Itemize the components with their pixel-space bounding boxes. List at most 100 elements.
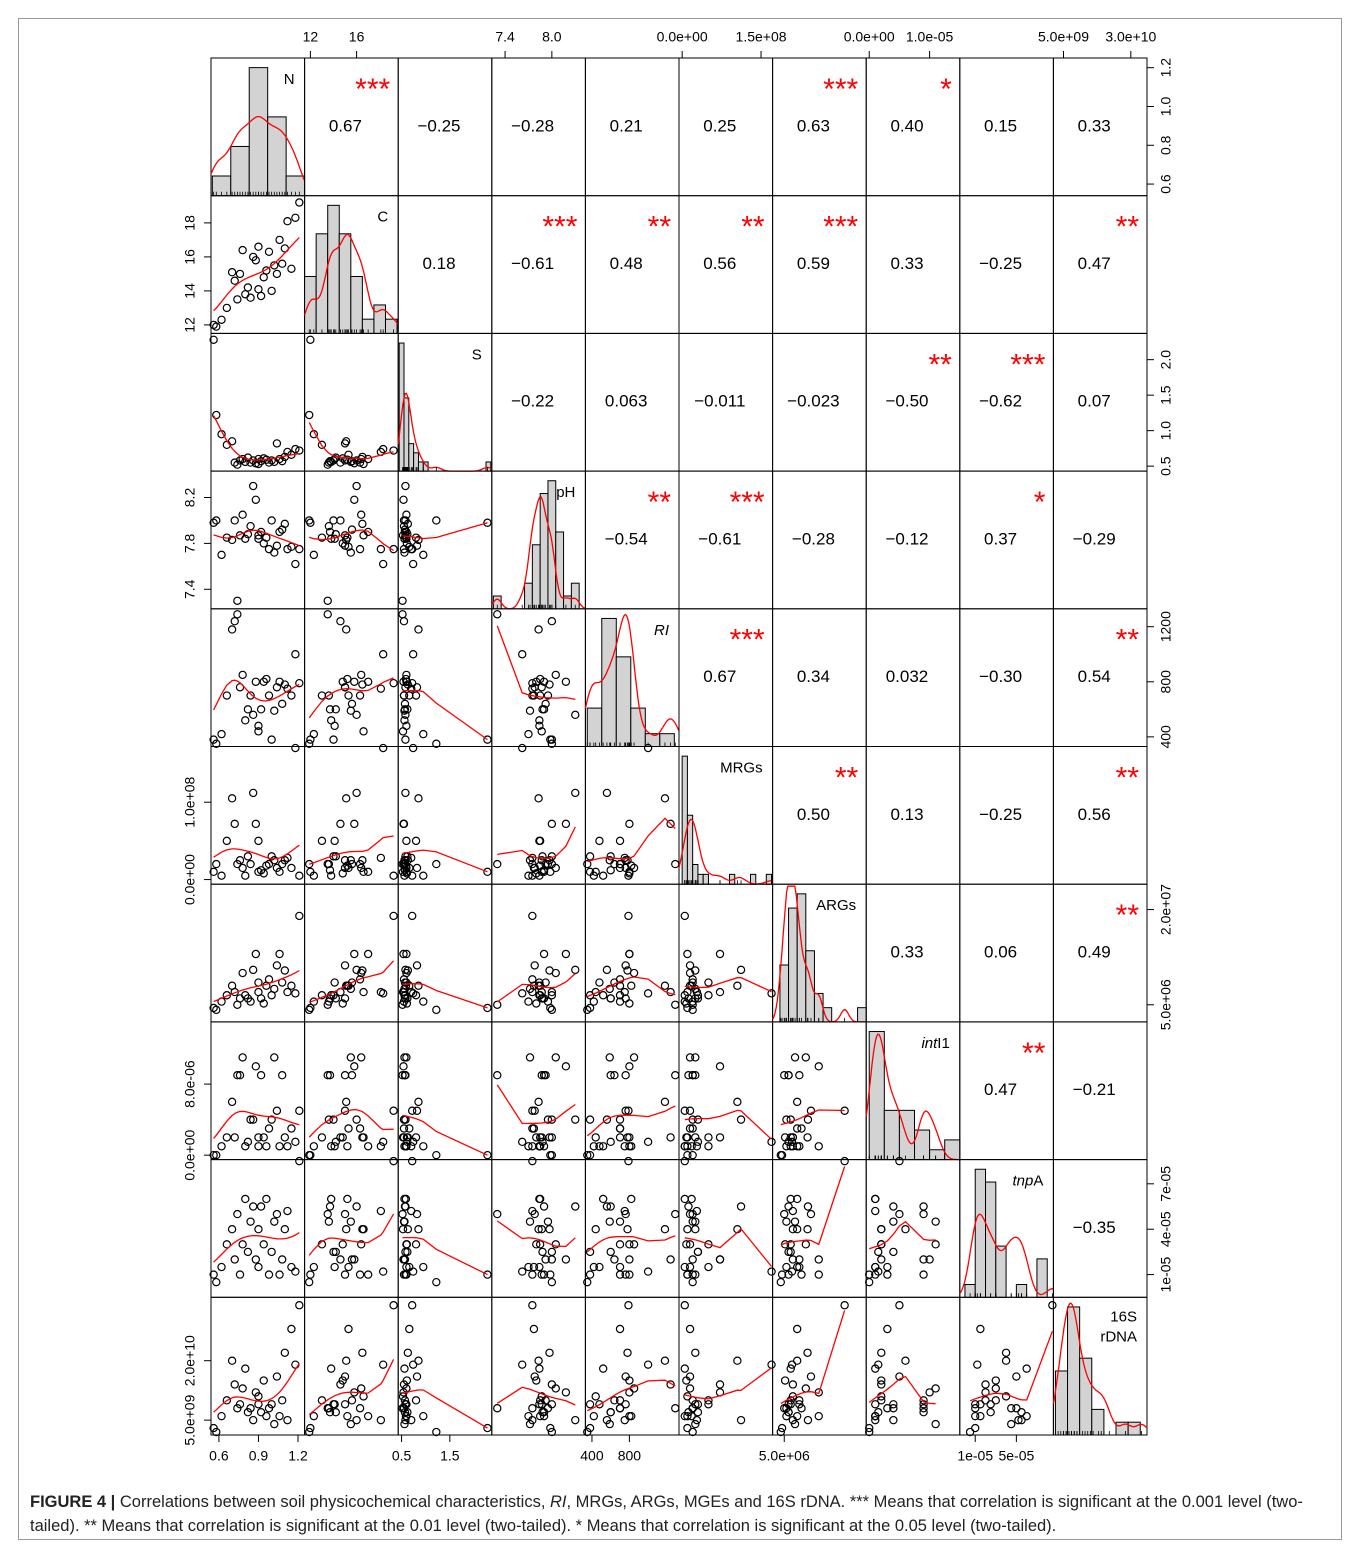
point [358, 680, 367, 689]
point [402, 1270, 411, 1279]
significance-stars: * [1034, 486, 1046, 519]
point [623, 1225, 632, 1234]
point [246, 1404, 255, 1413]
point [357, 670, 366, 680]
point [399, 1062, 408, 1071]
point [407, 871, 417, 880]
point [901, 1356, 910, 1365]
correlation-value: 0.33 [1078, 116, 1111, 135]
point [780, 1376, 790, 1385]
point [543, 859, 553, 869]
point [591, 1225, 600, 1234]
point [283, 1142, 292, 1151]
point [358, 1225, 367, 1234]
y-tick-label: 8.0e-06 [182, 1060, 198, 1108]
point [251, 1255, 261, 1264]
point [277, 1255, 287, 1264]
point [352, 1202, 361, 1211]
point [212, 739, 221, 748]
point [291, 1267, 300, 1276]
point [931, 1240, 940, 1249]
point [483, 1003, 492, 1013]
point [324, 1217, 334, 1226]
y-tick-label: 1e-05 [1158, 1256, 1174, 1292]
point [991, 1396, 1001, 1405]
point [287, 691, 296, 700]
point [660, 1097, 670, 1107]
point [528, 911, 537, 921]
point [624, 1156, 633, 1166]
point [629, 1240, 639, 1249]
point [541, 978, 550, 987]
point [623, 856, 632, 865]
x-tick-label: 0.0e+00 [844, 29, 895, 45]
point [538, 852, 547, 861]
y-tick-label: 4e-05 [1158, 1211, 1174, 1247]
point [238, 670, 247, 680]
significance-stars: ** [1022, 1037, 1046, 1070]
point [359, 727, 368, 736]
point [545, 680, 554, 689]
significance-stars: ** [648, 486, 672, 519]
point [287, 264, 296, 273]
point [931, 1217, 940, 1226]
point [352, 965, 361, 975]
point [399, 1404, 409, 1413]
point [399, 495, 408, 504]
correlation-value: −0.62 [979, 392, 1022, 411]
point [803, 1348, 812, 1357]
point [543, 691, 553, 700]
point [546, 867, 555, 877]
point [399, 949, 408, 959]
point [277, 259, 287, 268]
variable-label-part: C [377, 209, 388, 226]
point [241, 1142, 250, 1151]
smooth-line [684, 976, 772, 993]
point [272, 961, 282, 970]
point [561, 1388, 571, 1397]
point [400, 1396, 410, 1405]
correlation-value: −0.28 [511, 116, 554, 135]
significance-stars: * [940, 73, 952, 106]
caption-text: RI [550, 1493, 567, 1511]
point [524, 997, 533, 1006]
point [324, 521, 334, 531]
hist-bar [702, 873, 709, 885]
point [357, 1053, 366, 1062]
panel [865, 1296, 961, 1436]
point [227, 535, 237, 545]
point [275, 1270, 284, 1279]
point [528, 871, 537, 880]
point [529, 863, 539, 873]
y-tick-label: 1.0 [1158, 421, 1174, 441]
point [432, 1427, 441, 1437]
smooth-line [586, 1235, 676, 1253]
density-line [210, 115, 306, 182]
point [792, 1225, 802, 1234]
point [534, 1097, 543, 1107]
point [209, 867, 218, 877]
point [291, 1137, 300, 1147]
y-tick-label: 14 [182, 283, 198, 299]
point [971, 1411, 980, 1421]
point [338, 1240, 347, 1249]
point [287, 1124, 296, 1133]
point [419, 871, 428, 880]
point [871, 1415, 880, 1425]
point [264, 691, 274, 700]
x-tick-label: 3.0e+10 [1105, 29, 1156, 45]
point [895, 1372, 904, 1381]
variable-label-part: RI [654, 622, 669, 639]
point [889, 1400, 898, 1409]
point [585, 991, 595, 1000]
point [528, 1106, 537, 1115]
point [402, 1376, 412, 1385]
point [363, 949, 373, 959]
correlation-value: 0.21 [610, 116, 643, 135]
significance-stars: *** [823, 211, 858, 244]
point [551, 1384, 560, 1393]
point [524, 1262, 533, 1272]
point [267, 735, 276, 744]
point [325, 866, 335, 875]
point [259, 677, 268, 686]
